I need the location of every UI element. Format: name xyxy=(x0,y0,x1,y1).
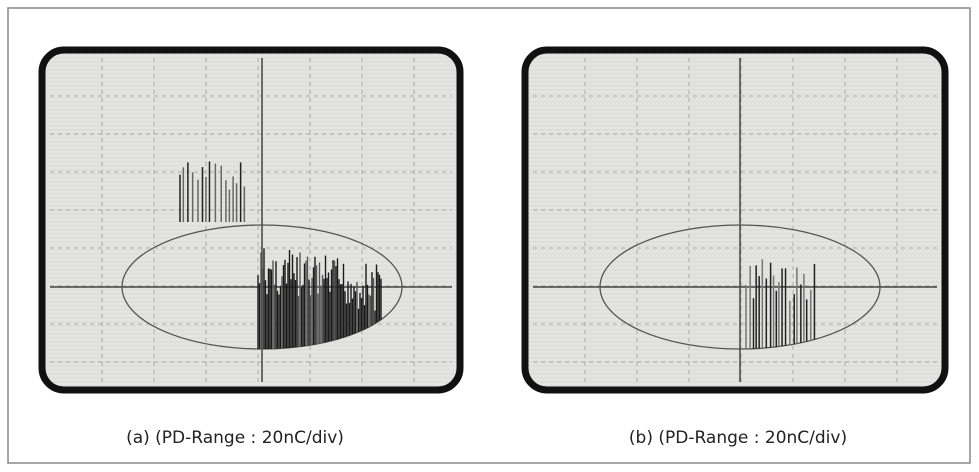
scope-screen xyxy=(42,50,460,390)
scope-screen xyxy=(525,50,945,390)
figure: (a) (PD-Range : 20nC/div) (b) (PD-Range … xyxy=(0,0,979,472)
caption: (b) (PD-Range : 20nC/div) xyxy=(629,428,847,448)
caption: (a) (PD-Range : 20nC/div) xyxy=(126,428,344,448)
